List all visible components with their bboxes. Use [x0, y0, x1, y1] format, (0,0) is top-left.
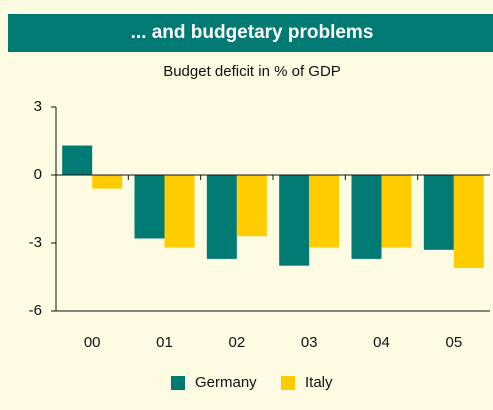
legend-swatch	[171, 376, 185, 390]
y-tick-label: -6	[29, 302, 42, 319]
bar	[236, 175, 267, 237]
y-tick-label: -3	[29, 234, 42, 251]
chart-subtitle: Budget deficit in % of GDP	[163, 63, 341, 80]
x-tick-label: 01	[156, 334, 173, 351]
legend-swatch	[281, 376, 295, 390]
bar	[423, 175, 454, 250]
x-tick-label: 00	[84, 334, 101, 351]
bar	[351, 175, 382, 259]
bar	[62, 145, 93, 175]
bar	[381, 175, 412, 248]
legend-label: Italy	[305, 374, 333, 391]
bar	[164, 175, 195, 248]
x-tick-label: 02	[228, 334, 245, 351]
x-tick-label: 05	[445, 334, 462, 351]
bar	[92, 175, 123, 189]
legend-label: Germany	[195, 374, 257, 391]
header-band	[8, 14, 493, 52]
y-tick-label: 3	[34, 98, 42, 115]
bar	[309, 175, 340, 248]
chart-title: ... and budgetary problems	[131, 22, 374, 43]
x-tick-label: 03	[301, 334, 318, 351]
bar	[134, 175, 165, 239]
bar	[206, 175, 237, 259]
bar	[453, 175, 484, 268]
x-tick-label: 04	[373, 334, 390, 351]
bar	[279, 175, 310, 266]
y-tick-label: 0	[34, 166, 42, 183]
